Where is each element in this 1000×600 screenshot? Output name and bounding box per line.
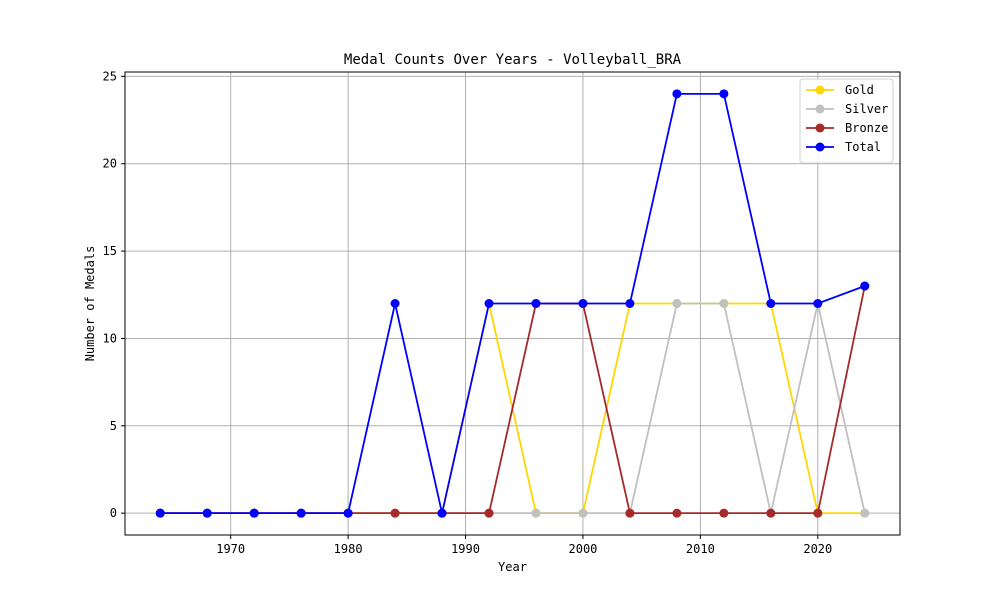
legend-box — [799, 78, 894, 164]
legend: Gold Silver Bronze Total — [799, 78, 894, 164]
y-tick-label: 10 — [103, 331, 117, 345]
data-point-total — [719, 89, 729, 99]
series-lines — [155, 89, 870, 518]
legend-item-gold: Gold — [806, 83, 874, 97]
legend-marker — [815, 85, 825, 95]
data-point-total — [437, 508, 447, 518]
data-point-total — [249, 508, 259, 518]
data-point-total — [390, 299, 400, 308]
y-tick-label: 25 — [103, 69, 117, 83]
y-tick-label: 5 — [110, 419, 117, 433]
legend-marker — [815, 104, 825, 114]
data-point-bronze — [625, 508, 635, 518]
data-point-total — [531, 299, 541, 308]
data-point-total — [343, 508, 353, 518]
data-point-silver — [860, 508, 870, 518]
data-point-total — [813, 299, 823, 308]
x-tick-label: 1970 — [216, 542, 245, 556]
chart-title: Medal Counts Over Years - Volleyball_BRA — [344, 52, 682, 68]
data-point-total — [578, 299, 588, 308]
x-tick-label: 2000 — [569, 542, 598, 556]
data-point-bronze — [766, 508, 776, 518]
data-point-bronze — [672, 508, 682, 518]
y-tick-label: 0 — [110, 506, 117, 520]
data-point-total — [155, 508, 165, 518]
legend-label: Bronze — [845, 121, 888, 135]
series-total — [155, 89, 870, 518]
series-line-bronze — [160, 285, 866, 515]
legend-item-bronze: Bronze — [806, 121, 888, 135]
series-line-total — [160, 92, 866, 515]
data-point-silver — [578, 508, 588, 518]
data-point-total — [860, 281, 870, 291]
data-point-total — [672, 89, 682, 99]
legend-item-silver: Silver — [806, 102, 888, 116]
data-point-total — [484, 299, 494, 308]
legend-label: Total — [845, 140, 881, 154]
x-tick-label: 2020 — [803, 542, 832, 556]
data-point-bronze — [484, 508, 494, 518]
y-tick-label: 20 — [103, 157, 117, 171]
data-point-bronze — [390, 508, 400, 518]
y-tick-label: 15 — [103, 244, 117, 258]
y-axis-label: Number of Medals — [83, 246, 97, 362]
legend-marker — [815, 142, 825, 152]
x-tick-label: 2010 — [686, 542, 715, 556]
legend-item-total: Total — [806, 140, 881, 154]
data-point-silver — [531, 508, 541, 518]
series-bronze — [155, 281, 870, 518]
legend-label: Silver — [845, 102, 888, 116]
data-point-total — [625, 299, 635, 308]
data-point-bronze — [813, 508, 823, 518]
plot-frame — [124, 71, 901, 536]
x-tick-label: 1980 — [334, 542, 363, 556]
data-point-total — [766, 299, 776, 308]
x-tick-label: 1990 — [451, 542, 480, 556]
data-point-total — [202, 508, 212, 518]
data-point-bronze — [719, 508, 729, 518]
data-point-total — [296, 508, 306, 518]
data-point-silver — [672, 299, 682, 308]
axis-ticks: 1970 1980 1990 2000 2010 2020 0 5 10 15 20 25 — [103, 69, 833, 556]
legend-marker — [815, 123, 825, 133]
x-axis-label: Year — [498, 560, 527, 574]
data-point-silver — [719, 299, 729, 308]
legend-label: Gold — [845, 83, 874, 97]
